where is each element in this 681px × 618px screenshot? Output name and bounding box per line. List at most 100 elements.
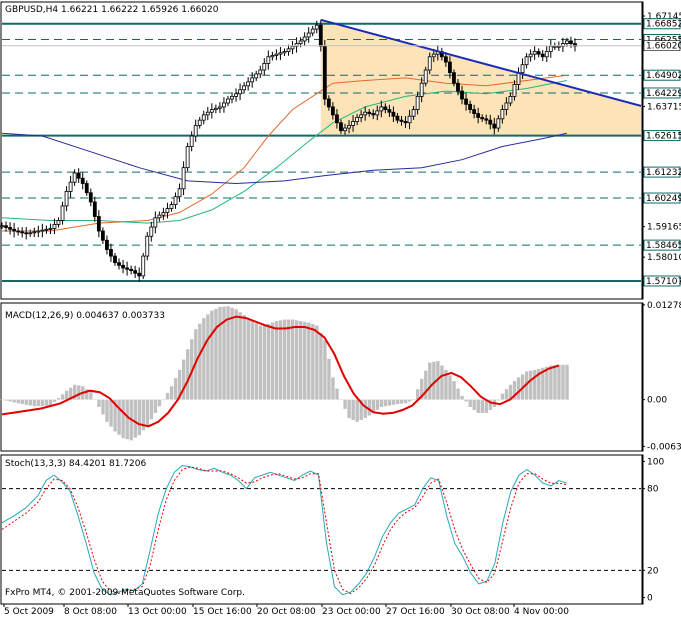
macd-bar [496, 399, 501, 401]
candle-body [100, 230, 105, 241]
candle-body [314, 24, 319, 30]
candle-body [302, 36, 307, 42]
macd-bar [359, 399, 363, 420]
copyright-text: FxPro MT4, © 2001-2009 MetaQuotes Softwa… [5, 588, 245, 598]
candle-body [484, 118, 489, 121]
macd-bar [311, 324, 315, 400]
candle-body [44, 228, 49, 231]
macd-bar [266, 324, 271, 400]
candle-body [129, 268, 134, 272]
candle-body [306, 32, 311, 38]
candle-body [157, 214, 162, 219]
macd-bar [420, 378, 424, 400]
ma-line-ma_slow [1, 132, 568, 185]
time-tick-label: 5 Oct 2009 [4, 607, 54, 617]
price-panel[interactable]: 1.671451.637151.602851.591651.580101.570… [0, 2, 681, 299]
macd-bar [331, 377, 335, 400]
candle-body [258, 69, 263, 75]
macd-bar [565, 364, 569, 400]
price-tick-label: 1.67145 [647, 12, 681, 22]
macd-bar [395, 399, 400, 405]
candle-body [395, 115, 400, 121]
macd-bar [121, 399, 125, 439]
stoch-panel[interactable]: 100 80 20 0 Stoch(13,3,3) 84.4201 81.7206 F… [1, 455, 664, 604]
candle-body [363, 111, 368, 116]
candle-body [96, 216, 101, 232]
macd-bar [105, 399, 109, 422]
candle-body [355, 117, 359, 122]
macd-bar [218, 306, 222, 400]
macd-bar [48, 399, 53, 406]
candle-body [520, 64, 525, 74]
candle-body [60, 205, 65, 221]
macd-bar [202, 318, 206, 400]
candle-body [524, 56, 529, 66]
macd-bar [24, 399, 29, 405]
trendline[interactable] [320, 18, 642, 107]
macd-bar [4, 399, 8, 401]
stoch-tick-label: 80 [647, 485, 659, 495]
macd-bar [561, 364, 565, 400]
macd-bar [16, 399, 20, 404]
candle-body [330, 106, 335, 116]
macd-bar [367, 399, 372, 416]
level-tag [643, 166, 681, 178]
candle-body [234, 93, 238, 97]
candle-body [322, 45, 327, 100]
level-tag-label: 1.66852 [646, 20, 681, 30]
candle-body [298, 40, 303, 44]
candle-body [56, 220, 61, 225]
price-tick-label: 1.58010 [647, 253, 681, 263]
candle-body [375, 110, 380, 116]
macd-tick-label: 0.012783 [647, 301, 681, 311]
candle-body [16, 230, 21, 233]
candle-body [456, 82, 460, 92]
candle-body [540, 53, 545, 58]
macd-bar [416, 389, 420, 400]
macd-bar [89, 392, 93, 400]
macd-bar [440, 365, 444, 400]
candle-body [137, 272, 142, 277]
macd-bar [407, 399, 412, 402]
candle-body [556, 45, 561, 48]
panel-frame-1 [0, 302, 644, 452]
time-tick-label: 23 Oct 00:00 [322, 607, 381, 617]
macd-bar [319, 332, 323, 400]
panel-frame-0 [0, 1, 644, 300]
level-tag-label: 1.64229 [646, 89, 681, 99]
macd-bar [254, 323, 259, 400]
candle-body [407, 115, 412, 124]
candle-body [0, 225, 4, 228]
candle-body [177, 188, 182, 198]
macd-bar [533, 369, 537, 400]
macd-bar [97, 399, 101, 408]
macd-bar [379, 399, 384, 408]
macd-bar [250, 321, 254, 400]
candle-body [197, 119, 202, 126]
macd-bar [226, 306, 230, 400]
macd-bar [101, 399, 105, 415]
macd-bar [464, 399, 468, 402]
candle-body [286, 48, 291, 52]
candle-body [270, 55, 275, 58]
candle-body [4, 225, 8, 228]
macd-bar [161, 399, 166, 401]
macd-bar [472, 399, 476, 410]
level-tag-label: 1.57107 [646, 277, 681, 287]
candle-body [189, 135, 194, 147]
stoch-tick-label: 100 [647, 457, 664, 467]
macd-panel[interactable]: 0.012783 0.00 -0.006308 MACD(12,26,9) 0.00… [0, 301, 681, 452]
macd-bar [351, 399, 355, 420]
candle-body [347, 125, 351, 129]
candle-body [282, 51, 287, 54]
candle-body [552, 45, 557, 48]
macd-signal-line [1, 315, 560, 428]
macd-bar [448, 375, 452, 400]
candle-body [193, 125, 198, 137]
candle-body [335, 114, 339, 124]
stoch-tick-label: 20 [647, 566, 659, 576]
candle-body [185, 146, 190, 169]
candle-body [391, 111, 396, 117]
